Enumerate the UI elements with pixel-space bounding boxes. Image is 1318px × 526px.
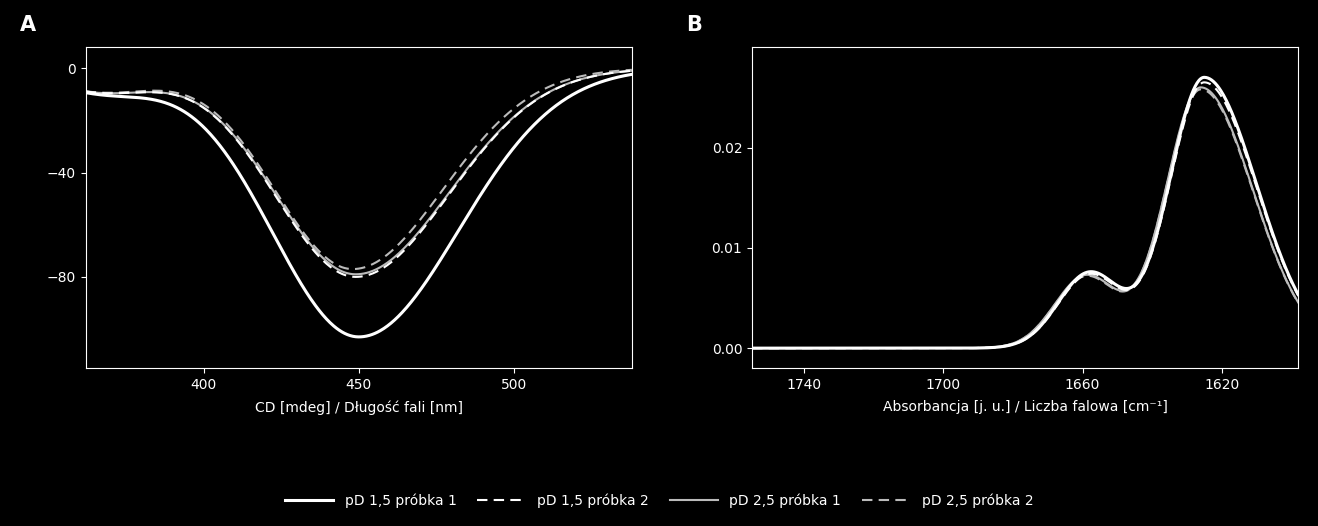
Legend: pD 1,5 próbka 1, pD 1,5 próbka 2, pD 2,5 próbka 1, pD 2,5 próbka 2: pD 1,5 próbka 1, pD 1,5 próbka 2, pD 2,5… (279, 488, 1039, 514)
X-axis label: Absorbancja [j. u.] / Liczba falowa [cm⁻¹]: Absorbancja [j. u.] / Liczba falowa [cm⁻… (883, 400, 1168, 414)
Text: A: A (20, 15, 37, 35)
Text: B: B (687, 15, 702, 35)
X-axis label: CD [mdeg] / Długość fali [nm]: CD [mdeg] / Długość fali [nm] (254, 400, 463, 415)
